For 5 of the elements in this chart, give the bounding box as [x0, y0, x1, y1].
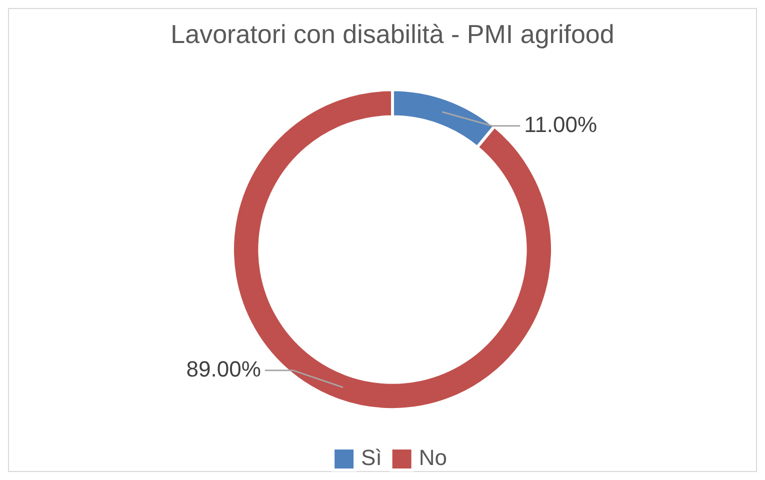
- data-label: 89.00%: [186, 356, 261, 382]
- chart-title: Lavoratori con disabilità - PMI agrifood: [170, 18, 614, 49]
- legend-label: Sì: [361, 445, 382, 470]
- data-label: 11.00%: [524, 112, 598, 137]
- legend-label: No: [418, 445, 447, 470]
